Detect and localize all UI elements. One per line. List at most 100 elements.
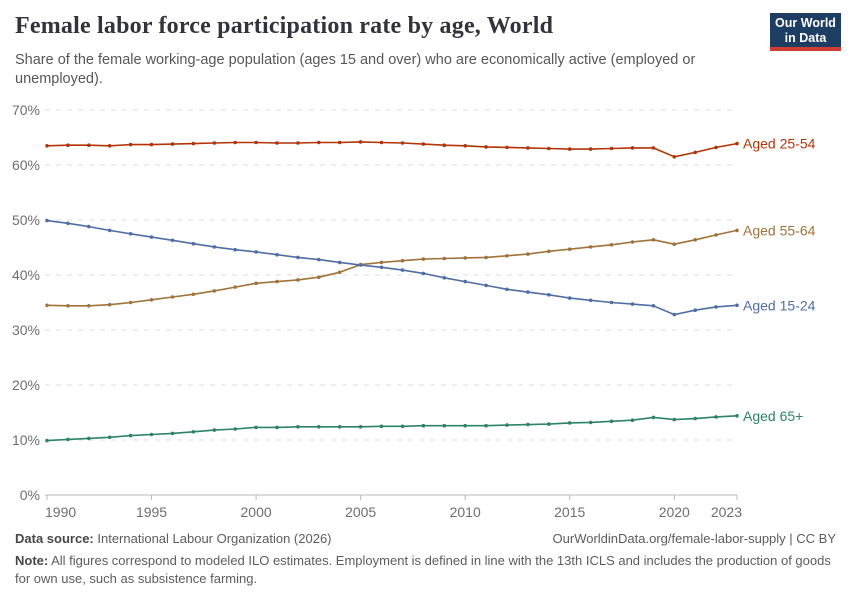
data-point: [484, 283, 488, 288]
y-tick-label: 40%: [12, 267, 40, 283]
data-point: [421, 142, 426, 146]
chart-subtitle: Share of the female working-age populati…: [15, 52, 696, 87]
data-point: [463, 256, 468, 260]
data-point: [714, 305, 718, 309]
data-point: [442, 143, 447, 147]
data-point: [630, 240, 635, 244]
data-point: [128, 300, 133, 305]
data-point: [233, 140, 237, 145]
y-tick-label: 10%: [12, 432, 40, 448]
x-tick-label: 2010: [450, 504, 481, 520]
x-tick-label: 2005: [345, 504, 376, 520]
data-point: [567, 421, 572, 425]
data-point: [337, 425, 342, 429]
data-point: [87, 224, 91, 229]
citation-link[interactable]: OurWorldinData.org/female-labor-supply |…: [552, 531, 836, 546]
data-point: [693, 150, 697, 155]
data-point: [630, 418, 635, 423]
data-point: [505, 287, 509, 292]
data-point: [191, 430, 196, 434]
data-point: [547, 293, 551, 297]
data-point: [547, 422, 551, 426]
data-point: [337, 260, 342, 265]
data-point: [505, 145, 509, 150]
data-point: [714, 415, 718, 419]
data-point: [672, 155, 677, 159]
x-tick-label: 1990: [45, 504, 76, 520]
data-point: [463, 144, 468, 148]
y-tick-label: 50%: [12, 212, 40, 228]
x-tick-label: 2015: [554, 504, 585, 520]
data-point: [442, 423, 447, 428]
series-label-aged-65: Aged 65+: [743, 408, 803, 424]
data-point: [45, 218, 49, 223]
data-point: [45, 144, 49, 148]
data-point: [630, 146, 635, 150]
data-point: [107, 302, 112, 307]
data-point: [547, 249, 551, 254]
data-source-label: Data source:: [15, 531, 94, 546]
data-point: [254, 281, 258, 286]
data-point: [358, 263, 363, 267]
series-line-aged-65: [46, 414, 738, 442]
data-point: [170, 295, 175, 299]
note-label: Note:: [15, 553, 49, 568]
data-point: [693, 238, 697, 242]
data-point: [526, 252, 530, 256]
data-point: [484, 145, 488, 149]
note-text: All figures correspond to modeled ILO es…: [15, 553, 831, 586]
data-point: [233, 247, 237, 252]
data-point: [66, 143, 70, 147]
data-point: [191, 292, 196, 297]
data-point: [317, 140, 321, 145]
data-point: [463, 423, 468, 428]
y-tick-label: 0%: [20, 487, 40, 503]
data-point: [337, 270, 342, 275]
data-point: [463, 279, 468, 284]
data-point: [170, 238, 175, 243]
data-point: [149, 235, 154, 239]
data-point: [128, 232, 133, 236]
data-point: [400, 258, 405, 263]
data-point: [609, 146, 614, 151]
data-point: [170, 431, 175, 436]
data-point: [275, 425, 279, 430]
data-source-text: International Labour Organization (2026): [93, 531, 332, 546]
data-point: [442, 256, 447, 261]
owid-logo-line2: in Data: [784, 31, 827, 45]
data-point: [526, 290, 530, 294]
data-point: [609, 243, 614, 247]
series-label-aged-55-64: Aged 55-64: [743, 222, 816, 238]
y-tick-label: 60%: [12, 157, 40, 173]
data-point: [609, 419, 614, 424]
data-point: [107, 144, 112, 148]
data-point: [107, 435, 112, 440]
data-point: [149, 298, 154, 302]
data-point: [693, 308, 697, 313]
data-point: [588, 245, 593, 249]
data-point: [87, 304, 91, 308]
data-point: [191, 241, 196, 246]
data-point: [672, 417, 677, 422]
data-point: [714, 145, 718, 150]
y-tick-label: 70%: [12, 102, 40, 118]
series-line-aged-25-54: [46, 141, 738, 158]
data-point: [735, 141, 739, 146]
data-point: [275, 141, 279, 145]
owid-logo: Our World in Data: [770, 13, 841, 51]
x-tick-label: 1995: [136, 504, 167, 520]
data-point: [233, 285, 237, 289]
chart-note: Note: All figures correspond to modeled …: [15, 552, 836, 588]
data-point: [66, 437, 70, 442]
data-point: [400, 424, 405, 429]
data-point: [379, 260, 384, 265]
data-point: [400, 141, 405, 145]
data-point: [735, 228, 739, 233]
data-point: [484, 255, 488, 260]
series-line-aged-55-64: [46, 229, 738, 307]
data-point: [87, 436, 91, 441]
series-label-aged-25-54: Aged 25-54: [743, 136, 816, 152]
data-point: [735, 303, 739, 308]
data-point: [505, 423, 509, 427]
